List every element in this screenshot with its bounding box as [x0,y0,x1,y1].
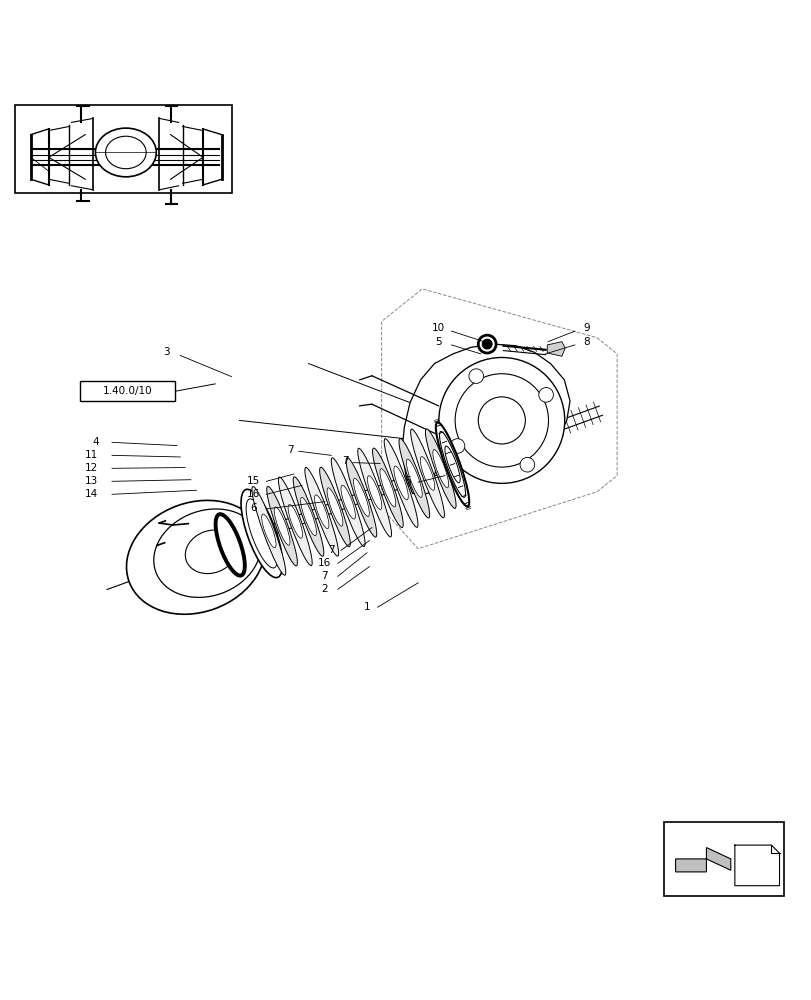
Text: 1.40.0/10: 1.40.0/10 [102,386,152,396]
Ellipse shape [278,477,311,566]
Polygon shape [675,848,730,872]
Ellipse shape [266,486,297,566]
Ellipse shape [246,499,277,568]
Ellipse shape [300,497,316,536]
Ellipse shape [274,507,290,545]
Text: 11: 11 [84,450,97,460]
Text: 10: 10 [431,323,444,333]
Text: 2: 2 [321,584,328,594]
Ellipse shape [251,487,285,575]
Ellipse shape [367,476,381,509]
PathPatch shape [401,344,569,494]
Ellipse shape [314,495,328,529]
Ellipse shape [261,514,276,548]
Text: 8: 8 [582,337,589,347]
Text: 7: 7 [321,571,328,581]
Ellipse shape [438,357,564,483]
Ellipse shape [105,136,146,169]
Text: 6: 6 [404,476,410,486]
Ellipse shape [425,429,456,508]
Ellipse shape [398,438,429,518]
Ellipse shape [482,339,491,349]
Ellipse shape [216,514,245,576]
Ellipse shape [393,466,408,500]
Ellipse shape [410,429,444,518]
Ellipse shape [420,457,434,490]
Ellipse shape [341,485,355,519]
Ellipse shape [153,509,260,597]
Ellipse shape [331,458,365,546]
Ellipse shape [432,450,448,488]
Ellipse shape [345,458,376,537]
Text: 1: 1 [363,602,370,612]
Ellipse shape [478,335,496,353]
Text: 14: 14 [84,489,97,499]
Ellipse shape [288,504,303,538]
Text: 9: 9 [582,323,589,333]
Circle shape [449,439,464,453]
Text: 15: 15 [247,476,260,486]
Ellipse shape [185,530,237,574]
Text: 4: 4 [92,437,99,447]
Text: 12: 12 [84,463,97,473]
Ellipse shape [372,448,403,528]
Ellipse shape [439,432,465,497]
Bar [663,822,783,896]
Text: 13: 13 [84,476,97,486]
Ellipse shape [127,500,265,614]
Ellipse shape [406,459,422,497]
Circle shape [519,457,534,472]
Ellipse shape [478,397,525,444]
Ellipse shape [320,467,350,547]
Ellipse shape [304,467,338,556]
Text: 3: 3 [163,347,169,357]
Ellipse shape [454,374,548,467]
Ellipse shape [380,469,395,507]
Ellipse shape [241,489,282,578]
Circle shape [468,369,483,383]
Text: 5: 5 [435,337,441,347]
Text: 6: 6 [250,503,256,513]
Ellipse shape [293,477,324,556]
Bar [15,105,232,193]
Ellipse shape [358,448,391,537]
Ellipse shape [436,422,469,506]
Ellipse shape [95,128,156,177]
Polygon shape [547,342,564,356]
Text: 16: 16 [247,489,260,499]
Ellipse shape [444,446,460,483]
Circle shape [539,388,553,402]
Text: 16: 16 [318,558,331,568]
Ellipse shape [327,488,342,526]
Text: 7: 7 [328,545,334,555]
Text: 7: 7 [287,445,294,455]
Ellipse shape [384,439,418,527]
Text: 7: 7 [341,456,348,466]
Bar [79,381,175,401]
Ellipse shape [353,478,369,517]
